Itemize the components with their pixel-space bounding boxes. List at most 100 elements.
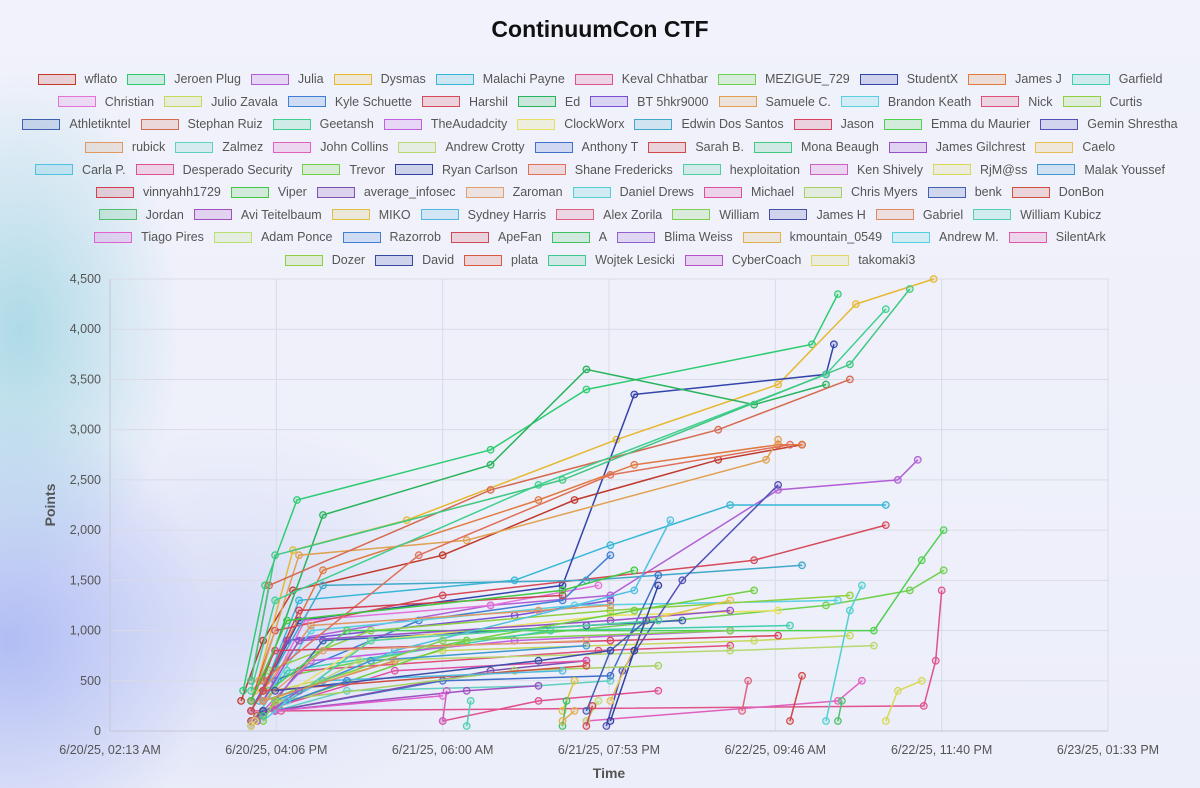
- legend-item[interactable]: Chris Myers: [804, 185, 918, 199]
- legend-item[interactable]: StudentX: [859, 72, 958, 86]
- legend-item[interactable]: Ryan Carlson: [395, 163, 518, 177]
- legend-item[interactable]: James J: [968, 72, 1062, 86]
- legend-item[interactable]: MEZIGUE_729: [717, 72, 850, 86]
- legend-item[interactable]: Jeroen Plug: [127, 72, 241, 86]
- legend-item[interactable]: plata: [464, 253, 538, 267]
- legend-item[interactable]: Keval Chhatbar: [574, 72, 708, 87]
- legend-item[interactable]: Athletikntel: [22, 117, 131, 131]
- legend-item[interactable]: Gabriel: [875, 208, 963, 222]
- legend-swatch: [465, 186, 504, 198]
- legend-item[interactable]: Garfield: [1071, 72, 1162, 86]
- legend-item[interactable]: A: [551, 230, 607, 244]
- legend-item[interactable]: Ken Shively: [809, 163, 923, 177]
- legend-item[interactable]: Nick: [981, 95, 1053, 109]
- legend-label: John Collins: [320, 140, 389, 155]
- legend-item[interactable]: takomaki3: [811, 253, 915, 267]
- legend-item[interactable]: Brandon Keath: [840, 95, 971, 109]
- legend-item[interactable]: Malachi Payne: [435, 72, 565, 86]
- legend-swatch: [435, 73, 474, 85]
- legend-item[interactable]: Geetansh: [272, 117, 374, 131]
- legend-item[interactable]: Daniel Drews: [572, 185, 694, 199]
- legend-item[interactable]: Caelo: [1035, 140, 1115, 154]
- legend-item[interactable]: Sarah B.: [648, 140, 744, 154]
- data-point: [893, 476, 902, 484]
- data-point: [630, 566, 639, 575]
- legend-item[interactable]: Malak Youssef: [1037, 163, 1165, 177]
- legend-item[interactable]: Desperado Security: [135, 163, 292, 177]
- legend-item[interactable]: DonBon: [1011, 185, 1104, 199]
- legend-item[interactable]: James H: [769, 208, 866, 222]
- legend-item[interactable]: hexploitation: [682, 163, 800, 177]
- legend-item[interactable]: Harshil: [421, 95, 508, 109]
- legend-item[interactable]: CyberCoach: [684, 253, 801, 267]
- legend-item[interactable]: BT 5hkr9000: [590, 95, 709, 109]
- legend-item[interactable]: David: [375, 253, 454, 267]
- legend-item[interactable]: Samuele C.: [718, 95, 831, 109]
- data-point: [858, 581, 866, 590]
- legend-item[interactable]: Jason: [793, 117, 874, 131]
- legend-item[interactable]: Carla P.: [35, 163, 126, 177]
- legend-label: Keval Chhatbar: [621, 72, 708, 87]
- data-point: [582, 636, 591, 645]
- legend-item[interactable]: ApeFan: [450, 230, 542, 244]
- legend-item[interactable]: Andrew Crotty: [398, 140, 525, 154]
- data-point: [630, 390, 639, 399]
- legend-swatch: [648, 141, 687, 153]
- legend-item[interactable]: Razorrob: [342, 230, 441, 244]
- legend-item[interactable]: Gemin Shrestha: [1040, 117, 1178, 131]
- legend-item[interactable]: benk: [927, 185, 1002, 199]
- legend-label: Julia: [297, 72, 324, 87]
- legend-item[interactable]: James Gilchrest: [888, 140, 1025, 154]
- legend-item[interactable]: ClockWorx: [517, 117, 624, 131]
- data-point: [606, 601, 615, 610]
- legend-item[interactable]: Shane Fredericks: [527, 163, 673, 177]
- legend-item[interactable]: Mona Beaugh: [753, 140, 879, 154]
- series-line: [562, 710, 575, 722]
- data-point: [343, 676, 351, 685]
- legend-row: Athletikntel Stephan Ruiz Geetansh TheAudad…: [22, 113, 1178, 136]
- legend-item[interactable]: Emma du Maurier: [883, 117, 1030, 131]
- legend-item[interactable]: wflato: [37, 72, 117, 86]
- legend-item[interactable]: Blima Weiss: [617, 230, 733, 244]
- legend-item[interactable]: Wojtek Lesicki: [548, 253, 675, 267]
- legend-item[interactable]: average_infosec: [316, 185, 456, 199]
- legend-item[interactable]: Curtis: [1062, 95, 1142, 109]
- legend-item[interactable]: Ed: [517, 95, 580, 109]
- legend-item[interactable]: Alex Zorila: [556, 208, 662, 222]
- legend-item[interactable]: Dozer: [284, 253, 365, 267]
- legend-item[interactable]: Adam Ponce: [213, 230, 333, 244]
- legend-item[interactable]: William Kubicz: [973, 208, 1101, 222]
- legend-item[interactable]: Avi Teitelbaum: [193, 208, 322, 222]
- legend-item[interactable]: Edwin Dos Santos: [634, 117, 784, 131]
- legend-item[interactable]: William: [672, 208, 759, 222]
- legend-item[interactable]: rubick: [84, 140, 165, 154]
- legend-item[interactable]: Dysmas: [333, 72, 426, 86]
- legend-item[interactable]: Anthony T: [534, 140, 638, 154]
- legend-item[interactable]: Michael: [703, 185, 794, 199]
- legend-item[interactable]: Tiago Pires: [94, 230, 204, 244]
- legend-item[interactable]: Sydney Harris: [420, 208, 546, 222]
- legend-item[interactable]: TheAudadcity: [383, 117, 507, 131]
- legend-swatch: [572, 186, 611, 198]
- legend-item[interactable]: Kyle Schuette: [287, 95, 412, 109]
- legend-item[interactable]: Julia: [250, 72, 324, 87]
- legend-item[interactable]: Zaroman: [465, 185, 563, 199]
- legend-item[interactable]: Stephan Ruiz: [140, 117, 263, 132]
- legend-item[interactable]: MIKO: [331, 208, 411, 222]
- legend-item[interactable]: Jordan: [98, 208, 184, 222]
- chart-title: ContinuumCon CTF: [491, 16, 709, 42]
- legend-item[interactable]: Andrew M.: [892, 230, 999, 244]
- legend-item[interactable]: Viper: [230, 185, 307, 199]
- legend-item[interactable]: SilentArk: [1008, 230, 1106, 244]
- legend-item[interactable]: John Collins: [273, 140, 388, 154]
- legend-item[interactable]: Zalmez: [175, 140, 263, 154]
- data-point: [606, 717, 615, 725]
- legend-item[interactable]: vinnyahh1729: [96, 185, 221, 199]
- legend-swatch: [96, 186, 134, 198]
- legend-item[interactable]: RjM@ss: [932, 163, 1027, 177]
- legend-item[interactable]: kmountain_0549: [742, 230, 882, 244]
- legend-item[interactable]: Trevor: [302, 163, 385, 177]
- legend-item[interactable]: Christian: [57, 95, 154, 109]
- legend-item[interactable]: Julio Zavala: [164, 95, 278, 109]
- legend-label: Stephan Ruiz: [187, 117, 263, 132]
